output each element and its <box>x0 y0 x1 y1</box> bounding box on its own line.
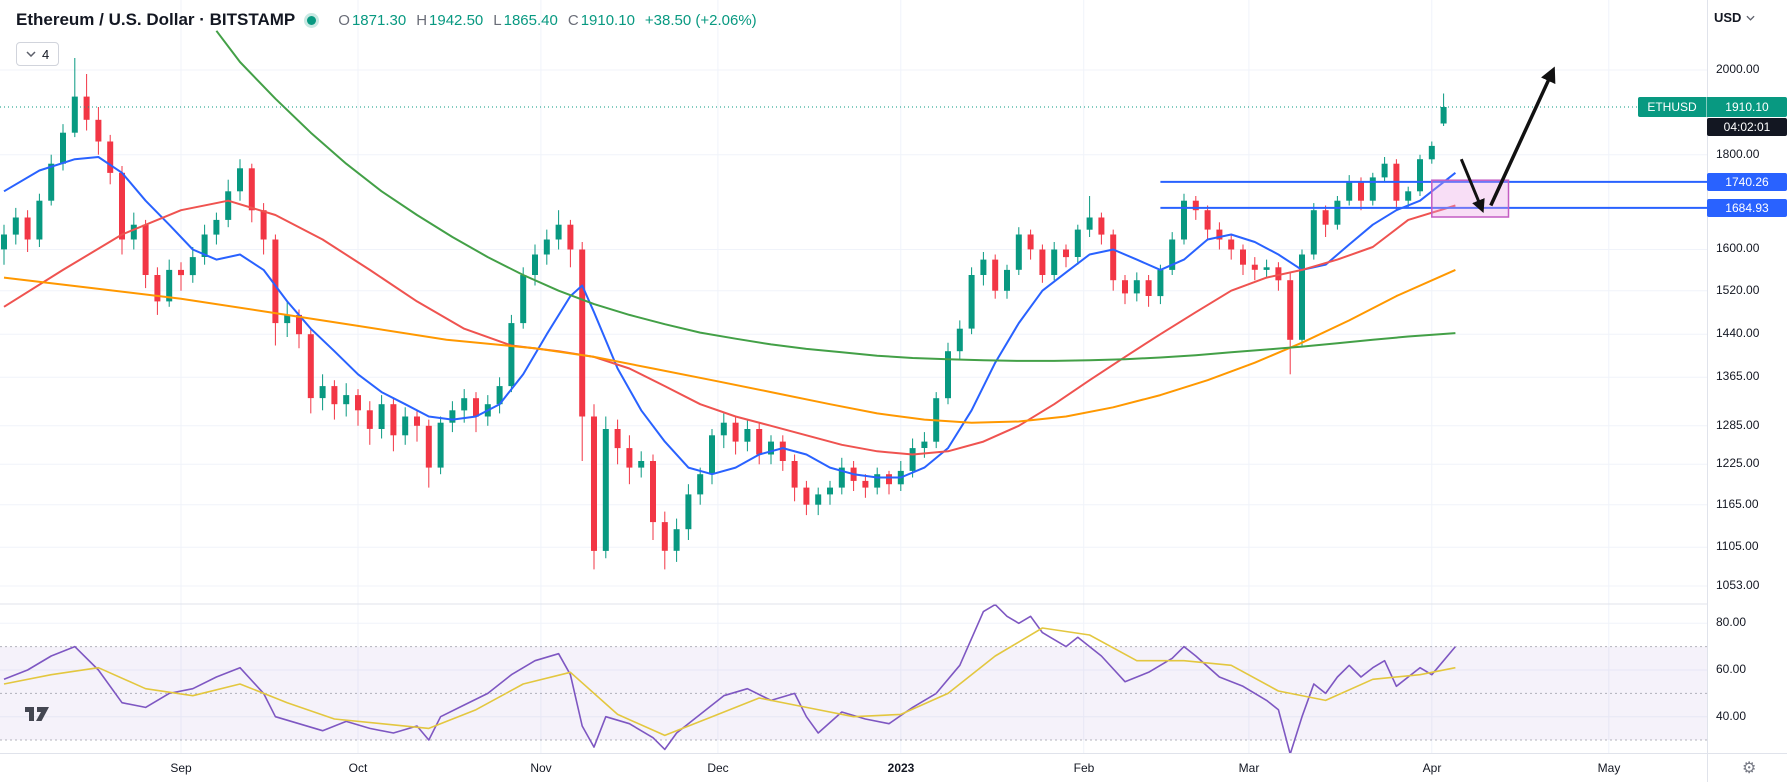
legend-collapse-button[interactable]: 4 <box>16 42 60 66</box>
ma-50-line <box>3 199 1456 456</box>
tradingview-logo[interactable] <box>22 700 60 728</box>
price-tick-label: 1225.00 <box>1716 456 1760 470</box>
time-tick-label: Sep <box>170 761 192 775</box>
ohlc-change-value: +38.50 (+2.06%) <box>644 11 757 29</box>
down-arrow-drawing[interactable] <box>1459 158 1485 214</box>
settings-gear-icon[interactable]: ⚙ <box>1742 760 1757 777</box>
time-tick-label: Mar <box>1238 761 1260 775</box>
time-tick-label: 2023 <box>887 761 915 775</box>
price-tick-label: 1440.00 <box>1716 326 1760 340</box>
ohlc-low-label: L <box>493 11 502 29</box>
last-price-badge: ETHUSD 1910.10 <box>1638 97 1787 117</box>
symbol-title[interactable]: Ethereum / U.S. Dollar · BITSTAMP <box>16 10 296 29</box>
ohlc-close-value: 1910.10 <box>580 11 635 29</box>
ohlc-close-label: C <box>567 11 579 29</box>
time-tick-label: Nov <box>530 761 552 775</box>
time-tick-label: May <box>1597 761 1621 775</box>
price-tick-label: 1365.00 <box>1716 369 1760 383</box>
rsi-ma-line <box>3 627 1456 737</box>
badge-divider <box>1706 97 1707 117</box>
time-tick-label: Apr <box>1422 761 1442 775</box>
ohlc-low-value: 1865.40 <box>503 11 558 29</box>
market-open-dot-icon <box>307 15 317 25</box>
up-arrow-drawing[interactable] <box>1489 66 1556 207</box>
ohlc-open-label: O <box>338 11 350 29</box>
currency-label: USD <box>1714 10 1742 25</box>
rsi-indicator-pane <box>0 603 1707 753</box>
price-tick-label: 1520.00 <box>1716 283 1760 297</box>
level-price-badge: 1684.93 <box>1707 199 1787 217</box>
price-chart[interactable] <box>0 0 1707 753</box>
level-price-badge: 1740.26 <box>1707 173 1787 191</box>
indicator-tick-label: 80.00 <box>1716 615 1747 629</box>
ohlc-high-value: 1942.50 <box>429 11 484 29</box>
candlestick-series <box>1 58 1447 570</box>
ohlc-open-value: 1871.30 <box>351 11 407 29</box>
rsi-line <box>3 603 1457 753</box>
badge-symbol: ETHUSD <box>1647 100 1697 114</box>
ma-100-line <box>3 268 1456 424</box>
price-tick-label: 1800.00 <box>1716 147 1760 161</box>
supply-zone-rectangle[interactable] <box>1431 179 1510 218</box>
chevron-down-icon <box>26 51 36 57</box>
price-tick-label: 1053.00 <box>1716 578 1760 592</box>
ma-20-line <box>3 156 1457 479</box>
ohlc-readout: O 1871.30 H 1942.50 L 1865.40 C 1910.10 … <box>328 12 756 29</box>
price-tick-label: 1285.00 <box>1716 418 1760 432</box>
axis-corner <box>1707 753 1787 782</box>
bar-countdown-badge: 04:02:01 <box>1707 118 1787 136</box>
chart-header: Ethereum / U.S. Dollar · BITSTAMP O 1871… <box>16 10 757 30</box>
indicator-tick-label: 60.00 <box>1716 662 1747 676</box>
price-tick-label: 1600.00 <box>1716 241 1760 255</box>
legend-count: 4 <box>42 46 50 62</box>
time-tick-label: Dec <box>707 761 729 775</box>
grid-lines <box>0 0 1707 753</box>
indicator-tick-label: 40.00 <box>1716 709 1747 723</box>
currency-dropdown[interactable]: USD <box>1714 10 1756 25</box>
time-axis[interactable]: Sep Oct Nov Dec 2023 Feb Mar Apr May <box>0 753 1707 782</box>
ohlc-high-label: H <box>416 11 428 29</box>
badge-price: 1910.10 <box>1725 100 1769 114</box>
ma-200-line <box>215 30 1456 362</box>
chevron-down-icon <box>1746 15 1756 21</box>
time-tick-label: Oct <box>348 761 368 775</box>
time-tick-label: Feb <box>1073 761 1095 775</box>
price-tick-label: 2000.00 <box>1716 62 1760 76</box>
price-tick-label: 1165.00 <box>1716 497 1759 511</box>
price-tick-label: 1105.00 <box>1716 539 1759 553</box>
